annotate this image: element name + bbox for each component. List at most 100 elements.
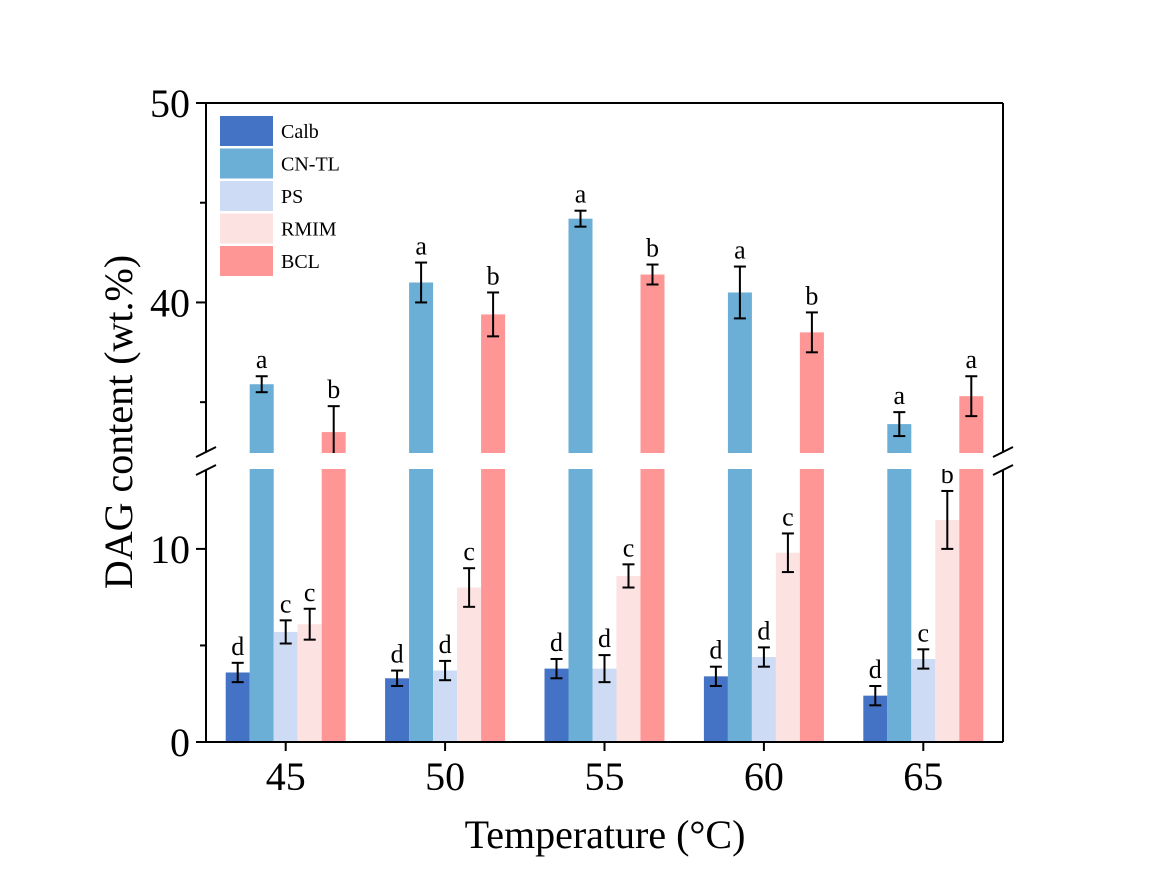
y-tick-label-40: 40: [150, 280, 190, 325]
legend-swatch-calb: [220, 116, 273, 146]
significance-letter-bcl-50: b: [487, 261, 500, 290]
significance-letter-calb-55: d: [550, 628, 563, 657]
axis-break-mark-right-upper: [992, 446, 1014, 458]
error-bar-cn-tl-60: [733, 265, 746, 320]
bar-rmim-45: [297, 624, 322, 742]
bar-bcl-65: [959, 396, 984, 742]
significance-letter-bcl-55: b: [646, 234, 659, 263]
x-axis-title: Temperature (°C): [465, 812, 746, 857]
legend-label-bcl: BCL: [281, 251, 320, 273]
legend-label-rmim: RMIM: [281, 219, 337, 241]
legend: Calb CN-TL PS RMIM BCL: [220, 116, 340, 276]
bar-bcl-55: [640, 274, 665, 742]
error-bar-ps-45: [279, 619, 292, 645]
bar-ps-60: [751, 657, 776, 742]
bar-cn-tl-45: [249, 384, 274, 742]
axis-break-mark-left-lower: [195, 464, 217, 476]
bar-calb-55: [544, 668, 569, 742]
significance-letter-cn-tl-60: a: [734, 236, 746, 265]
axes-layer: [195, 102, 1014, 751]
error-bar-ps-55: [598, 654, 611, 684]
y-tick-label-0: 0: [170, 720, 190, 765]
significance-letter-rmim-55: c: [623, 533, 635, 562]
error-bar-ps-65: [917, 648, 930, 670]
significance-letter-calb-50: d: [391, 640, 404, 669]
bar-ps-50: [433, 670, 458, 742]
bar-cn-tl-65: [887, 424, 912, 742]
error-bar-calb-55: [550, 657, 563, 680]
bar-calb-50: [385, 678, 410, 742]
error-bar-rmim-50: [463, 567, 476, 608]
error-bar-cn-tl-45: [255, 375, 268, 394]
legend-label-ps: PS: [281, 186, 303, 208]
error-bar-cn-tl-50: [415, 261, 428, 304]
error-bar-bcl-65: [965, 375, 978, 418]
significance-letter-rmim-50: c: [463, 537, 475, 566]
bar-rmim-55: [616, 575, 641, 742]
significance-letter-calb-60: d: [709, 636, 722, 665]
error-bar-cn-tl-55: [574, 209, 587, 228]
significance-letter-calb-45: d: [231, 632, 244, 661]
significance-letter-cn-tl-45: a: [256, 345, 268, 374]
error-bar-rmim-60: [781, 532, 794, 574]
bar-rmim-65: [935, 519, 960, 742]
bar-rmim-60: [775, 552, 800, 742]
significance-letter-bcl-65: a: [966, 345, 978, 374]
error-bar-rmim-65: [941, 489, 954, 550]
bar-calb-45: [225, 672, 250, 742]
bar-cn-tl-60: [727, 292, 752, 742]
bars-layer: [225, 218, 984, 742]
bar-ps-65: [911, 658, 936, 742]
x-tick-label-65: 65: [903, 754, 943, 799]
x-tick-label-45: 45: [266, 754, 306, 799]
error-bar-rmim-55: [622, 563, 635, 589]
tick-labels-layer: 45 50 55 60 65 0 10 40 50: [150, 81, 943, 799]
bar-bcl-60: [799, 332, 824, 742]
significance-letter-ps-60: d: [757, 616, 770, 645]
significance-letter-rmim-45: c: [304, 578, 316, 607]
y-tick-label-50: 50: [150, 81, 190, 126]
error-bar-calb-45: [231, 661, 244, 684]
significance-letter-bcl-45: b: [327, 375, 340, 404]
significance-letter-ps-45: c: [280, 589, 292, 618]
significance-letter-cn-tl-65: a: [894, 381, 906, 410]
error-bar-calb-65: [869, 685, 882, 707]
y-axis-title: DAG content (wt.%): [96, 255, 141, 589]
x-tick-label-60: 60: [744, 754, 784, 799]
legend-swatch-ps: [220, 181, 273, 211]
bar-cn-tl-55: [568, 218, 593, 742]
error-bar-calb-50: [391, 669, 404, 687]
legend-label-calb: Calb: [281, 121, 319, 143]
significance-letter-cn-tl-50: a: [415, 232, 427, 261]
bar-rmim-50: [457, 587, 482, 742]
bar-bcl-45: [321, 432, 346, 742]
significance-letter-calb-65: d: [869, 655, 882, 684]
significance-letter-ps-50: d: [439, 630, 452, 659]
x-tick-label-55: 55: [585, 754, 625, 799]
error-bars-layer: [231, 209, 978, 707]
error-bar-cn-tl-65: [893, 411, 906, 438]
error-bar-calb-60: [709, 665, 722, 687]
significance-letter-ps-55: d: [598, 624, 611, 653]
bar-calb-60: [703, 676, 728, 742]
legend-swatch-bcl: [220, 246, 273, 276]
significance-letter-rmim-60: c: [782, 502, 794, 531]
legend-swatch-rmim: [220, 213, 273, 244]
axis-break-mark-left-upper: [195, 446, 217, 458]
significance-letter-bcl-60: b: [805, 281, 818, 310]
error-bar-rmim-45: [303, 607, 316, 641]
significance-letter-ps-65: c: [918, 618, 930, 647]
axis-break-mark-right-lower: [992, 464, 1014, 476]
legend-label-cn-tl: CN-TL: [281, 154, 340, 176]
axis-break-gap: [207, 453, 1002, 469]
bar-cn-tl-50: [409, 282, 434, 742]
error-bar-bcl-50: [487, 291, 500, 338]
significance-letter-cn-tl-55: a: [575, 180, 587, 209]
y-tick-label-10: 10: [150, 527, 190, 572]
error-bar-bcl-60: [805, 311, 818, 354]
error-bar-ps-50: [439, 659, 452, 682]
x-tick-label-50: 50: [425, 754, 465, 799]
bar-bcl-50: [481, 314, 506, 742]
